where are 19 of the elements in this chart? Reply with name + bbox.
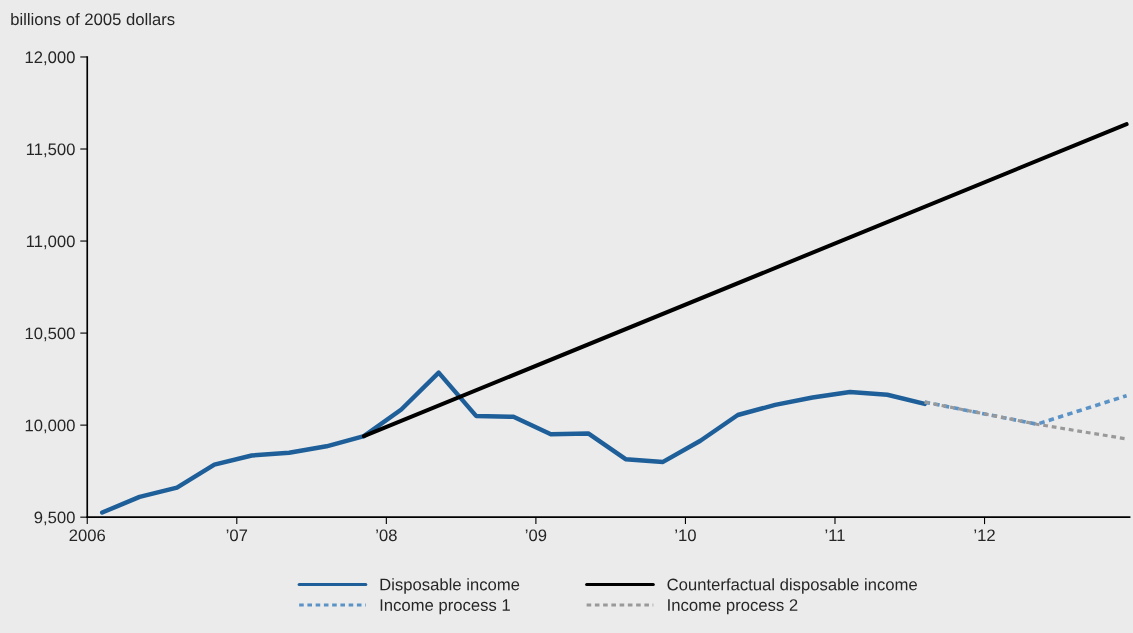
legend-label: Counterfactual disposable income [667, 578, 917, 594]
y-axis-title: billions of 2005 dollars [11, 12, 175, 26]
x-tick-label: ’09 [525, 529, 547, 542]
y-tick-label: 9,500 [34, 511, 75, 526]
legend-label: Disposable income [380, 578, 520, 594]
y-tick-label: 10,000 [25, 419, 75, 434]
legend-label: Income process 1 [380, 599, 510, 615]
y-tick-label: 11,500 [26, 143, 75, 158]
x-tick-label: 2006 [69, 529, 106, 542]
y-tick-label: 11,000 [26, 235, 75, 250]
x-tick-label: ’10 [675, 529, 696, 542]
y-tick-label: 12,000 [25, 51, 75, 66]
x-tick-label: ’08 [376, 529, 397, 542]
y-tick-label: 10,500 [25, 327, 75, 342]
x-tick-label: ’12 [974, 529, 995, 542]
line-series [99, 370, 927, 515]
legend-label: Income process 2 [668, 599, 798, 615]
x-tick-label: ’07 [226, 529, 248, 542]
x-tick-label: ’11 [825, 529, 845, 542]
